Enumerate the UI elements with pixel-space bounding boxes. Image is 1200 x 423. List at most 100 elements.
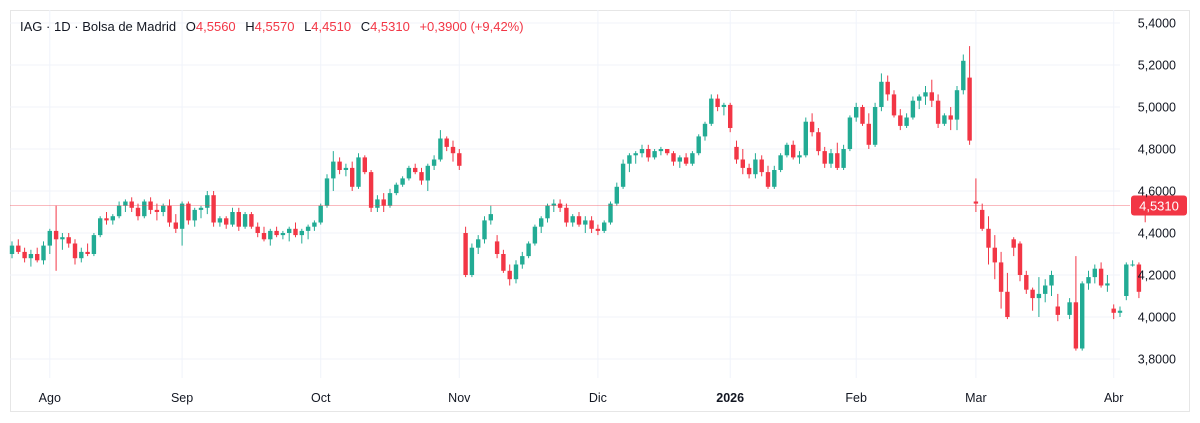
candle[interactable]	[513, 260, 519, 284]
candle[interactable]	[476, 235, 481, 254]
candle[interactable]	[230, 207, 235, 227]
candle[interactable]	[860, 104, 865, 126]
candle[interactable]	[299, 228, 304, 244]
candle[interactable]	[224, 216, 229, 229]
candle[interactable]	[696, 134, 701, 156]
candle[interactable]	[413, 163, 418, 175]
candle[interactable]	[104, 212, 109, 225]
candle[interactable]	[545, 203, 550, 223]
candle[interactable]	[135, 203, 141, 221]
candle[interactable]	[66, 233, 71, 248]
candle[interactable]	[803, 117, 808, 158]
candle[interactable]	[167, 199, 172, 227]
candle[interactable]	[72, 239, 78, 265]
candle[interactable]	[98, 216, 103, 238]
candle[interactable]	[387, 188, 393, 208]
candle[interactable]	[809, 113, 815, 137]
candle[interactable]	[677, 155, 682, 168]
candle[interactable]	[671, 151, 676, 166]
candle[interactable]	[148, 197, 153, 215]
candle[interactable]	[935, 94, 941, 128]
candle[interactable]	[715, 94, 720, 112]
candle[interactable]	[734, 140, 739, 164]
candle[interactable]	[652, 149, 657, 160]
candle[interactable]	[973, 178, 979, 212]
candle[interactable]	[961, 54, 966, 95]
candle[interactable]	[507, 264, 512, 286]
candle[interactable]	[79, 247, 84, 263]
candle[interactable]	[1098, 262, 1104, 288]
candle[interactable]	[331, 151, 336, 191]
candle[interactable]	[614, 182, 619, 206]
candle[interactable]	[287, 226, 292, 242]
candle[interactable]	[595, 224, 601, 236]
candle[interactable]	[154, 203, 160, 221]
candle[interactable]	[425, 163, 430, 191]
candle[interactable]	[665, 149, 670, 156]
candle[interactable]	[986, 216, 991, 265]
candle[interactable]	[1073, 256, 1079, 351]
candle[interactable]	[1080, 281, 1085, 351]
candle[interactable]	[1092, 264, 1097, 284]
candle[interactable]	[728, 102, 733, 133]
candle[interactable]	[205, 191, 210, 215]
candle[interactable]	[709, 94, 714, 126]
candle[interactable]	[1030, 287, 1035, 311]
candle[interactable]	[891, 90, 897, 118]
candle[interactable]	[261, 226, 267, 242]
candle[interactable]	[570, 214, 575, 227]
candle[interactable]	[9, 241, 15, 259]
candle[interactable]	[1117, 306, 1123, 318]
candle[interactable]	[457, 149, 462, 170]
candle[interactable]	[917, 94, 922, 110]
candle[interactable]	[520, 251, 525, 269]
candle[interactable]	[639, 144, 645, 158]
candle[interactable]	[797, 151, 802, 164]
candle[interactable]	[438, 130, 443, 162]
candle[interactable]	[532, 224, 538, 246]
candle[interactable]	[249, 212, 254, 229]
candle[interactable]	[463, 226, 468, 278]
candle[interactable]	[816, 128, 821, 156]
candle[interactable]	[211, 191, 216, 227]
candle[interactable]	[161, 203, 166, 217]
candle[interactable]	[350, 161, 355, 191]
candle[interactable]	[450, 140, 456, 162]
candle[interactable]	[343, 163, 349, 177]
candle[interactable]	[356, 153, 361, 189]
candle[interactable]	[494, 235, 500, 259]
candle[interactable]	[854, 102, 859, 122]
candle[interactable]	[47, 228, 52, 254]
candle[interactable]	[381, 193, 386, 212]
candle[interactable]	[898, 109, 903, 131]
candle[interactable]	[192, 207, 197, 227]
candle[interactable]	[772, 165, 777, 189]
candle[interactable]	[1036, 277, 1042, 317]
candle[interactable]	[1043, 279, 1048, 303]
candle[interactable]	[368, 170, 374, 212]
candle[interactable]	[866, 113, 871, 149]
candle[interactable]	[22, 247, 27, 263]
candle[interactable]	[646, 144, 651, 162]
candle[interactable]	[116, 201, 122, 219]
candle[interactable]	[198, 205, 204, 219]
candle[interactable]	[274, 226, 279, 238]
candle[interactable]	[992, 235, 997, 280]
candle[interactable]	[186, 201, 191, 225]
candle[interactable]	[362, 155, 367, 175]
candle[interactable]	[1067, 298, 1072, 320]
candle[interactable]	[268, 228, 273, 246]
candle[interactable]	[778, 153, 783, 173]
candle[interactable]	[576, 212, 582, 227]
candle[interactable]	[967, 46, 972, 145]
candle[interactable]	[602, 220, 607, 233]
candle[interactable]	[942, 113, 947, 126]
candle[interactable]	[702, 121, 708, 141]
candle[interactable]	[1055, 293, 1060, 322]
candle[interactable]	[28, 249, 34, 267]
candle[interactable]	[242, 212, 248, 229]
candle[interactable]	[740, 149, 745, 175]
candle[interactable]	[721, 102, 727, 116]
candle[interactable]	[255, 222, 260, 238]
candle[interactable]	[53, 205, 59, 271]
